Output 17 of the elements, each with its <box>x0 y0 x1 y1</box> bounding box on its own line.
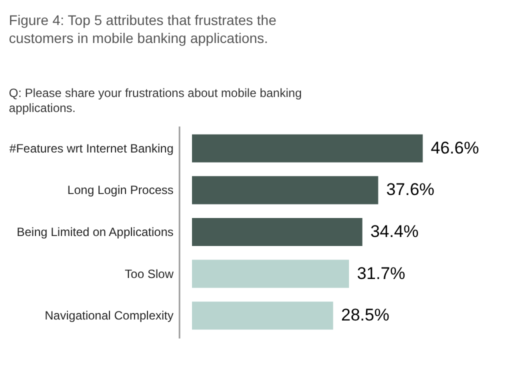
y-tick-label: Too Slow <box>124 266 174 281</box>
y-tick-label: #Features wrt Internet Banking <box>9 141 174 156</box>
chart-title: Figure 4: Top 5 attributes that frustrates the customers in mobile banking applications. <box>8 12 277 46</box>
bar <box>192 134 423 162</box>
data-label: 31.7% <box>356 264 406 283</box>
y-tick-label: Navigational Complexity <box>44 308 174 323</box>
data-label: 37.6% <box>386 180 434 200</box>
bar <box>192 218 362 246</box>
bar <box>192 260 349 288</box>
bar <box>192 176 378 204</box>
data-label: 46.6% <box>430 138 479 158</box>
bar <box>192 302 334 330</box>
data-label: 28.5% <box>341 306 390 325</box>
chart-subtitle: Q: Please share your frustrations about mobile banking applications. <box>8 86 302 115</box>
y-tick-label: Long Login Process <box>67 183 174 198</box>
y-tick-label: Being Limited on Applications <box>16 225 174 239</box>
data-label: 34.4% <box>370 222 419 241</box>
